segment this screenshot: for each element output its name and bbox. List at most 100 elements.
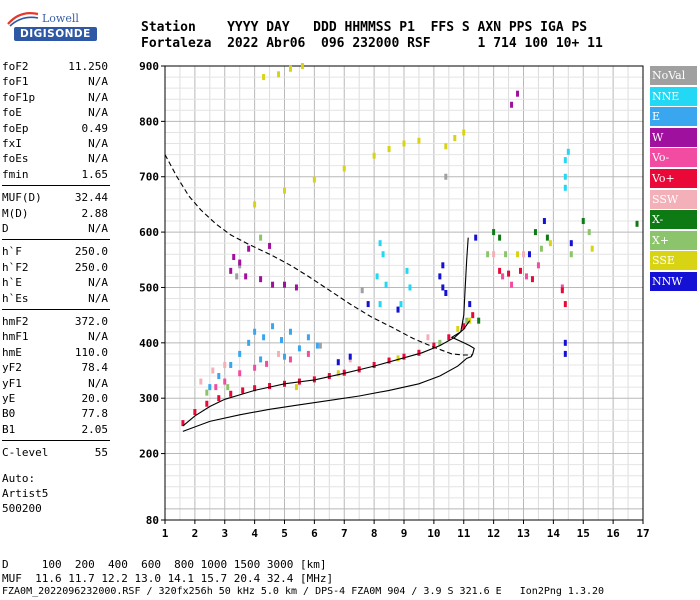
data-point	[405, 267, 409, 274]
data-point	[271, 281, 275, 288]
param-label: fmin	[2, 167, 29, 181]
param-value: N/A	[88, 330, 108, 344]
autoscaling-l1: Auto:	[2, 471, 36, 485]
param-value: 55	[94, 446, 108, 460]
data-point	[444, 290, 448, 296]
legend-item: NNW	[650, 271, 697, 291]
data-point	[259, 356, 263, 363]
x-tick-label: 13	[517, 527, 530, 540]
param-label: hmE	[2, 345, 22, 359]
logo-digisonde-text: DIGISONDE	[14, 27, 97, 41]
param-label: MUF(D)	[2, 191, 42, 205]
x-tick-label: 17	[636, 527, 649, 540]
param-value: 77.8	[81, 407, 109, 421]
param-row: hmE 110.0	[2, 346, 108, 360]
x-tick-label: 4	[251, 527, 258, 540]
param-row: yF2 78.4	[2, 361, 108, 375]
data-point	[501, 273, 505, 280]
param-label: foF1	[2, 75, 29, 89]
param-row: C-level 55	[2, 446, 108, 460]
data-point	[306, 334, 310, 341]
data-point	[587, 229, 591, 236]
data-point	[217, 373, 221, 380]
data-point	[468, 301, 472, 308]
data-point	[226, 384, 230, 391]
param-label: hmF1	[2, 330, 29, 344]
param-label: foF2	[2, 60, 29, 73]
data-point	[336, 370, 340, 377]
x-tick-label: 8	[371, 527, 378, 540]
data-point	[229, 390, 233, 397]
data-point	[498, 267, 502, 274]
data-point	[426, 334, 430, 341]
data-point	[229, 361, 233, 368]
data-point	[563, 157, 567, 164]
legend-item: E	[650, 107, 697, 127]
legend-item: Vo-	[650, 148, 697, 168]
param-row: foF2 11.250	[2, 60, 108, 74]
param-label: M(D)	[2, 206, 29, 220]
param-value: 110.0	[74, 345, 108, 359]
data-point	[536, 262, 540, 269]
param-value: N/A	[88, 106, 108, 120]
muf-frequency-row: MUF 11.6 11.7 12.2 13.0 14.1 15.7 20.4 3…	[2, 572, 334, 585]
legend-item: Vo+	[650, 168, 697, 188]
data-point	[498, 234, 502, 241]
x-tick-label: 12	[487, 527, 500, 540]
data-point	[372, 152, 376, 159]
param-label: fxI	[2, 137, 22, 150]
data-point	[217, 395, 221, 402]
param-row: foF1p N/A	[2, 91, 108, 105]
data-point	[408, 284, 412, 291]
data-point	[510, 101, 514, 108]
data-point	[297, 345, 301, 352]
data-point	[542, 218, 546, 225]
data-point	[441, 262, 445, 269]
legend-item: SSE	[650, 251, 697, 271]
param-value: 250.0	[74, 245, 108, 259]
param-label: yF2	[2, 361, 22, 375]
y-tick-label: 600	[139, 226, 159, 239]
muf-table: D 100 200 400 600 800 1000 1500 3000 [km…	[2, 558, 333, 586]
param-row: foEp 0.49	[2, 122, 108, 136]
data-point	[441, 284, 445, 291]
data-point	[223, 361, 227, 368]
data-point	[283, 281, 286, 288]
param-separator	[2, 185, 110, 187]
data-point	[208, 384, 212, 391]
param-label: yF1	[2, 376, 22, 390]
logo-swoosh-icon	[7, 12, 39, 27]
data-point	[214, 384, 218, 391]
param-value: 20.0	[81, 392, 109, 405]
data-point	[259, 276, 263, 283]
y-tick-label: 700	[139, 171, 159, 184]
data-point	[492, 229, 496, 236]
param-row: h`Es N/A	[2, 292, 108, 306]
param-value: N/A	[88, 137, 108, 150]
y-tick-label: 500	[139, 281, 159, 294]
param-value: 78.4	[81, 361, 109, 375]
param-row: h`F2 250.0	[2, 261, 108, 275]
param-label: h`F2	[2, 260, 29, 274]
param-row: fxI N/A	[2, 137, 108, 151]
data-point	[318, 342, 322, 349]
data-point	[253, 364, 257, 371]
data-point	[396, 355, 400, 362]
data-point	[468, 317, 472, 324]
data-point	[381, 251, 385, 258]
data-point	[247, 245, 251, 252]
param-value: N/A	[88, 90, 108, 104]
data-point	[211, 367, 215, 374]
data-point	[387, 357, 391, 364]
data-point	[300, 63, 304, 69]
data-point	[262, 74, 266, 81]
param-row: fmin 1.65	[2, 168, 108, 182]
param-row: h`F 250.0	[2, 245, 108, 259]
param-value: 2.05	[81, 422, 109, 436]
data-point	[563, 339, 567, 346]
y-tick-label: 300	[139, 392, 159, 405]
trace-fit-curve	[182, 320, 471, 427]
data-point	[635, 220, 639, 227]
data-point	[268, 242, 272, 249]
data-point	[205, 389, 209, 396]
